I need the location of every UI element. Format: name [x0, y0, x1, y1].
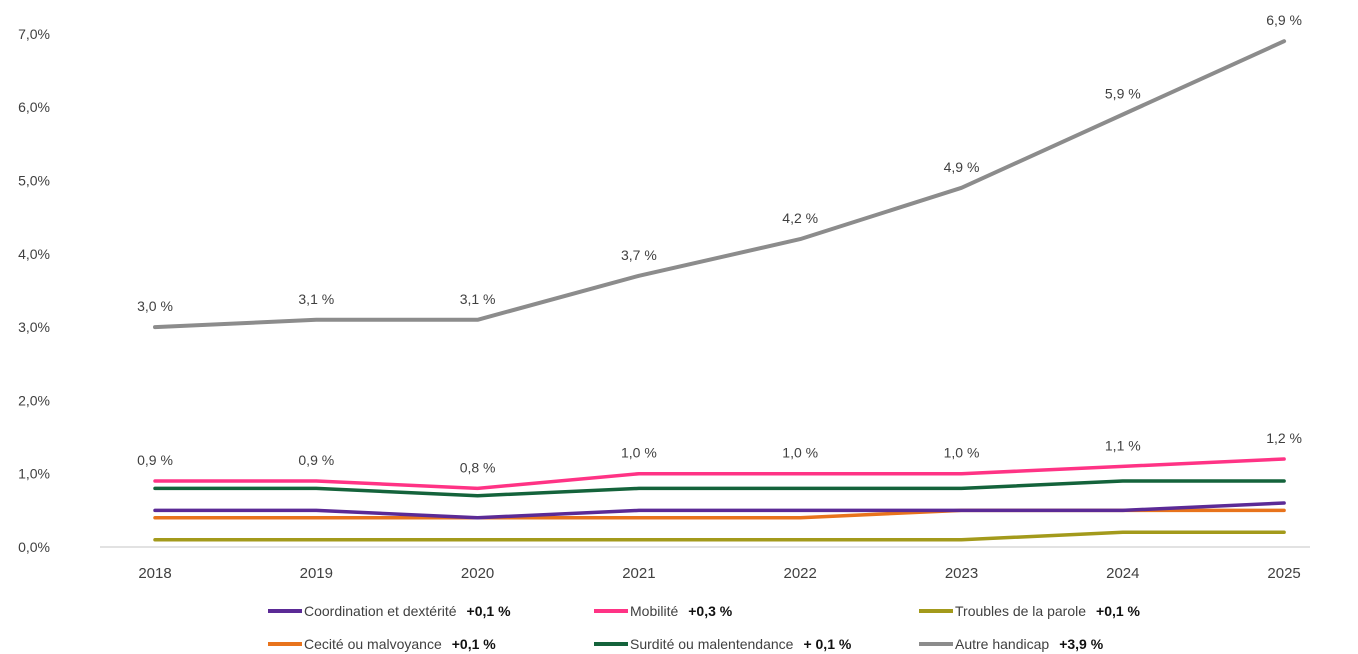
data-label: 3,0 %	[137, 298, 173, 314]
y-tick-label: 4,0%	[18, 246, 50, 262]
y-tick-label: 3,0%	[18, 319, 50, 335]
series-line	[153, 39, 1287, 330]
x-tick-label: 2022	[784, 565, 817, 582]
x-tick-label: 2018	[138, 565, 171, 582]
data-label: 1,0 %	[944, 445, 980, 461]
x-tick-label: 2019	[300, 565, 333, 582]
x-tick-label: 2025	[1267, 565, 1300, 582]
data-label: 1,2 %	[1266, 430, 1302, 446]
y-tick-label: 0,0%	[18, 539, 50, 555]
data-label: 3,1 %	[298, 291, 334, 307]
x-tick-label: 2023	[945, 565, 978, 582]
data-label: 3,1 %	[460, 291, 496, 307]
y-tick-label: 6,0%	[18, 99, 50, 115]
data-label: 4,9 %	[944, 159, 980, 175]
y-tick-label: 5,0%	[18, 173, 50, 189]
data-label: 1,0 %	[782, 445, 818, 461]
y-tick-label: 1,0%	[18, 466, 50, 482]
series-line	[153, 501, 1286, 520]
series-line	[153, 479, 1286, 498]
data-label: 1,1 %	[1105, 437, 1141, 453]
x-tick-label: 2021	[622, 565, 655, 582]
series-line	[153, 530, 1286, 542]
x-tick-label: 2020	[461, 565, 494, 582]
y-tick-label: 2,0%	[18, 392, 50, 408]
data-label: 0,8 %	[460, 459, 496, 475]
data-label: 4,2 %	[782, 210, 818, 226]
data-label: 6,9 %	[1266, 12, 1302, 28]
data-label: 5,9 %	[1105, 86, 1141, 102]
data-label: 0,9 %	[298, 452, 334, 468]
data-label: 0,9 %	[137, 452, 173, 468]
y-tick-label: 7,0%	[18, 26, 50, 42]
series-line	[153, 457, 1286, 491]
x-tick-label: 2024	[1106, 565, 1139, 582]
data-label: 1,0 %	[621, 445, 657, 461]
data-label: 3,7 %	[621, 247, 657, 263]
